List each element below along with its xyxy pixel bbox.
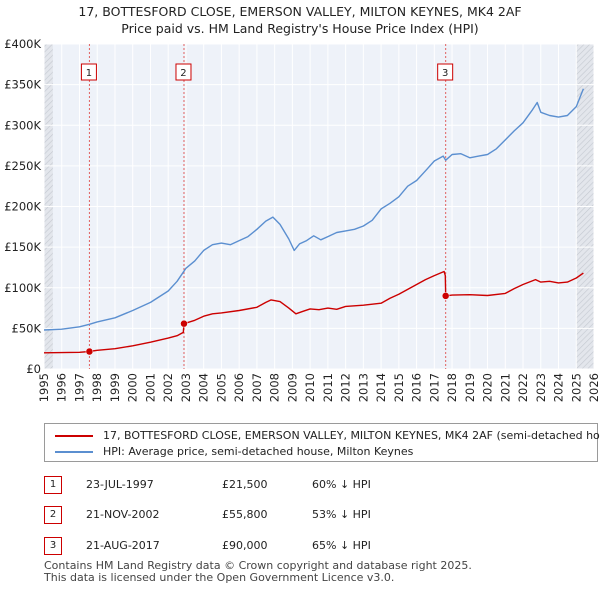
sale-marker: 1 [44,476,62,494]
y-tick-label: £300K [4,118,41,132]
x-tick-label: 2013 [356,373,370,402]
sale-price: £55,800 [222,508,268,521]
sale-line-label: 1 [86,68,92,79]
footer: Contains HM Land Registry data © Crown c… [44,560,472,584]
sale-line-marker [80,63,97,81]
footer-copyright: Contains HM Land Registry data © Crown c… [44,559,472,572]
y-tick-label: £350K [4,78,41,92]
chart-title: 17, BOTTESFORD CLOSE, EMERSON VALLEY, MI… [78,4,522,19]
x-tick-label: 1998 [90,373,104,402]
x-tick-label: 2012 [339,373,353,402]
sale-marker: 3 [44,537,62,555]
x-tick-label: 2015 [392,373,406,402]
y-tick-label: £250K [4,159,41,173]
x-tick-label: 2021 [498,373,512,402]
legend-swatch-hpi [55,451,93,453]
sale-date: 21-AUG-2017 [86,539,160,552]
property-price-line [43,270,584,354]
x-tick-label: 2003 [179,373,193,402]
x-tick-label: 2007 [250,373,264,402]
legend-label-hpi: HPI: Average price, semi-detached house,… [103,445,414,458]
x-tick-label: 2014 [374,373,388,402]
y-tick-label: £400K [4,37,41,51]
x-tick-label: 2006 [232,373,246,402]
y-tick-label: £50K [12,321,42,335]
sale-date: 23-JUL-1997 [86,478,154,491]
x-tick-label: 1999 [108,373,122,402]
y-tick-label: £0 [26,362,41,376]
legend: 17, BOTTESFORD CLOSE, EMERSON VALLEY, MI… [44,423,600,462]
sale-hpi: 65% ↓ HPI [312,539,371,552]
sale-date: 21-NOV-2002 [86,508,160,521]
x-tick-label: 2019 [463,373,477,402]
sale-point [85,347,94,356]
sale-line-marker [437,63,454,81]
legend-item-hpi: HPI: Average price, semi-detached house,… [55,445,413,459]
sale-line-label: 2 [180,68,186,79]
sale-hpi: 53% ↓ HPI [312,508,371,521]
chart-subtitle: Price paid vs. HM Land Registry's House … [121,21,479,36]
x-tick-label: 2011 [321,373,335,402]
x-tick-label: 2000 [126,373,140,402]
x-tick-label: 2020 [481,373,495,402]
sale-line-marker [175,63,192,81]
x-tick-label: 2005 [214,373,228,402]
legend-item-property: 17, BOTTESFORD CLOSE, EMERSON VALLEY, MI… [55,429,600,443]
x-tick-label: 2008 [268,373,282,402]
sale-point [441,292,450,300]
sale-marker: 2 [44,506,62,524]
x-tick-label: 1997 [72,373,86,402]
legend-label-property: 17, BOTTESFORD CLOSE, EMERSON VALLEY, MI… [103,429,600,442]
x-tick-label: 2001 [143,373,157,402]
x-tick-label: 1996 [55,373,69,402]
x-tick-label: 2010 [303,373,317,402]
x-tick-label: 2025 [569,373,583,402]
x-tick-label: 2009 [285,373,299,402]
legend-swatch-property [55,435,93,437]
y-tick-label: £150K [4,240,41,254]
x-tick-label: 2024 [552,373,566,402]
x-tick-label: 2017 [427,373,441,402]
y-tick-label: £200K [4,200,41,214]
x-tick-label: 2002 [161,373,175,402]
price-chart: 1 2 3 £0 £50K £100K £150K £200K £250K £300K £350K £… [4,37,600,402]
x-tick-label: 2022 [516,373,530,402]
x-tick-label: 2016 [410,373,424,402]
sale-point [180,319,188,328]
sale-line-label: 3 [442,68,448,79]
sale-hpi: 60% ↓ HPI [312,478,371,491]
x-tick-label: 2026 [587,373,600,402]
x-tick-label: 2004 [197,373,211,402]
sale-price: £90,000 [222,539,268,552]
sale-price: £21,500 [222,478,268,491]
hpi-line [43,88,585,331]
y-tick-label: £100K [4,281,41,295]
footer-licence: This data is licensed under the Open Gov… [44,571,395,584]
x-tick-label: 2018 [445,373,459,402]
x-tick-label: 1995 [37,373,51,402]
x-tick-label: 2023 [534,373,548,402]
